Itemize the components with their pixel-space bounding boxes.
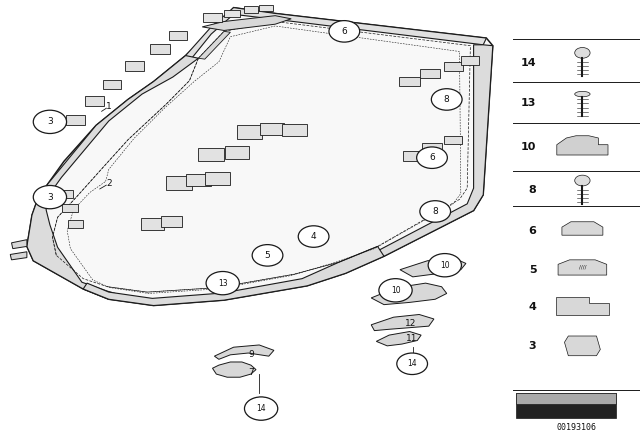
Text: 4: 4 (311, 232, 316, 241)
Text: 3: 3 (47, 193, 52, 202)
Text: 6: 6 (529, 226, 536, 236)
Polygon shape (161, 216, 182, 227)
Text: 5: 5 (529, 265, 536, 275)
Text: 9: 9 (248, 350, 253, 359)
Polygon shape (282, 124, 307, 136)
Text: 3: 3 (47, 117, 52, 126)
Polygon shape (225, 146, 249, 159)
Polygon shape (83, 246, 384, 306)
Polygon shape (198, 148, 224, 161)
Text: 2: 2 (106, 179, 111, 188)
Polygon shape (378, 45, 493, 256)
Text: 7: 7 (248, 368, 253, 377)
Circle shape (33, 110, 67, 134)
Polygon shape (186, 8, 486, 62)
Polygon shape (202, 16, 291, 30)
Circle shape (428, 254, 461, 277)
Circle shape (575, 47, 590, 58)
Text: 8: 8 (444, 95, 449, 104)
Ellipse shape (575, 91, 590, 97)
Circle shape (298, 226, 329, 247)
Polygon shape (141, 219, 164, 229)
Polygon shape (205, 172, 230, 185)
Polygon shape (68, 220, 83, 228)
Text: 5: 5 (265, 251, 270, 260)
Polygon shape (237, 125, 262, 139)
Circle shape (245, 397, 277, 420)
Text: 12: 12 (405, 319, 417, 328)
Text: 14: 14 (407, 359, 417, 368)
Circle shape (420, 201, 451, 222)
Polygon shape (198, 31, 230, 59)
Polygon shape (403, 151, 423, 161)
Polygon shape (371, 283, 447, 305)
Polygon shape (27, 8, 493, 306)
Circle shape (575, 175, 590, 186)
Polygon shape (562, 222, 603, 235)
Polygon shape (244, 7, 258, 13)
Polygon shape (444, 62, 463, 71)
Polygon shape (169, 31, 187, 40)
Polygon shape (27, 56, 198, 299)
Text: 10: 10 (440, 261, 450, 270)
Polygon shape (558, 260, 607, 275)
Polygon shape (420, 69, 440, 78)
Polygon shape (63, 204, 79, 212)
Circle shape (397, 353, 428, 375)
Circle shape (252, 245, 283, 266)
Polygon shape (564, 336, 600, 356)
Text: 11: 11 (406, 334, 418, 343)
Polygon shape (556, 297, 609, 315)
Polygon shape (376, 332, 421, 346)
Polygon shape (85, 96, 104, 106)
Polygon shape (224, 10, 240, 17)
Polygon shape (58, 190, 73, 198)
Polygon shape (66, 115, 85, 125)
Polygon shape (371, 314, 434, 331)
Text: 3: 3 (529, 341, 536, 351)
Text: 8: 8 (529, 185, 536, 195)
Polygon shape (422, 143, 442, 152)
Circle shape (33, 185, 67, 209)
Polygon shape (125, 61, 144, 71)
Text: 6: 6 (342, 27, 347, 36)
Circle shape (417, 147, 447, 168)
Circle shape (206, 271, 239, 295)
Text: 13: 13 (218, 279, 228, 288)
Polygon shape (557, 136, 608, 155)
Text: 13: 13 (521, 98, 536, 108)
Circle shape (431, 89, 462, 110)
Polygon shape (166, 176, 192, 190)
Polygon shape (203, 13, 222, 22)
Text: 8: 8 (433, 207, 438, 216)
Circle shape (329, 21, 360, 42)
Text: 14: 14 (521, 58, 536, 68)
Circle shape (379, 279, 412, 302)
Bar (516, 393, 616, 404)
Text: 00193106: 00193106 (557, 423, 596, 432)
Polygon shape (10, 252, 27, 260)
Text: 4: 4 (529, 302, 536, 312)
Polygon shape (214, 345, 274, 359)
Polygon shape (212, 362, 256, 377)
Polygon shape (400, 259, 466, 277)
Text: 10: 10 (390, 286, 401, 295)
Text: 10: 10 (521, 142, 536, 152)
Bar (516, 393, 616, 418)
Polygon shape (103, 80, 121, 89)
Text: 6: 6 (429, 153, 435, 162)
Text: 1: 1 (106, 102, 111, 111)
Circle shape (244, 397, 278, 420)
Text: ////: //// (579, 265, 586, 270)
Polygon shape (12, 240, 27, 249)
Polygon shape (260, 123, 284, 135)
Text: 14: 14 (256, 404, 266, 413)
Polygon shape (150, 44, 170, 54)
Polygon shape (186, 174, 211, 186)
Polygon shape (399, 77, 420, 86)
Polygon shape (444, 136, 462, 144)
Polygon shape (461, 56, 479, 65)
Polygon shape (259, 5, 273, 11)
